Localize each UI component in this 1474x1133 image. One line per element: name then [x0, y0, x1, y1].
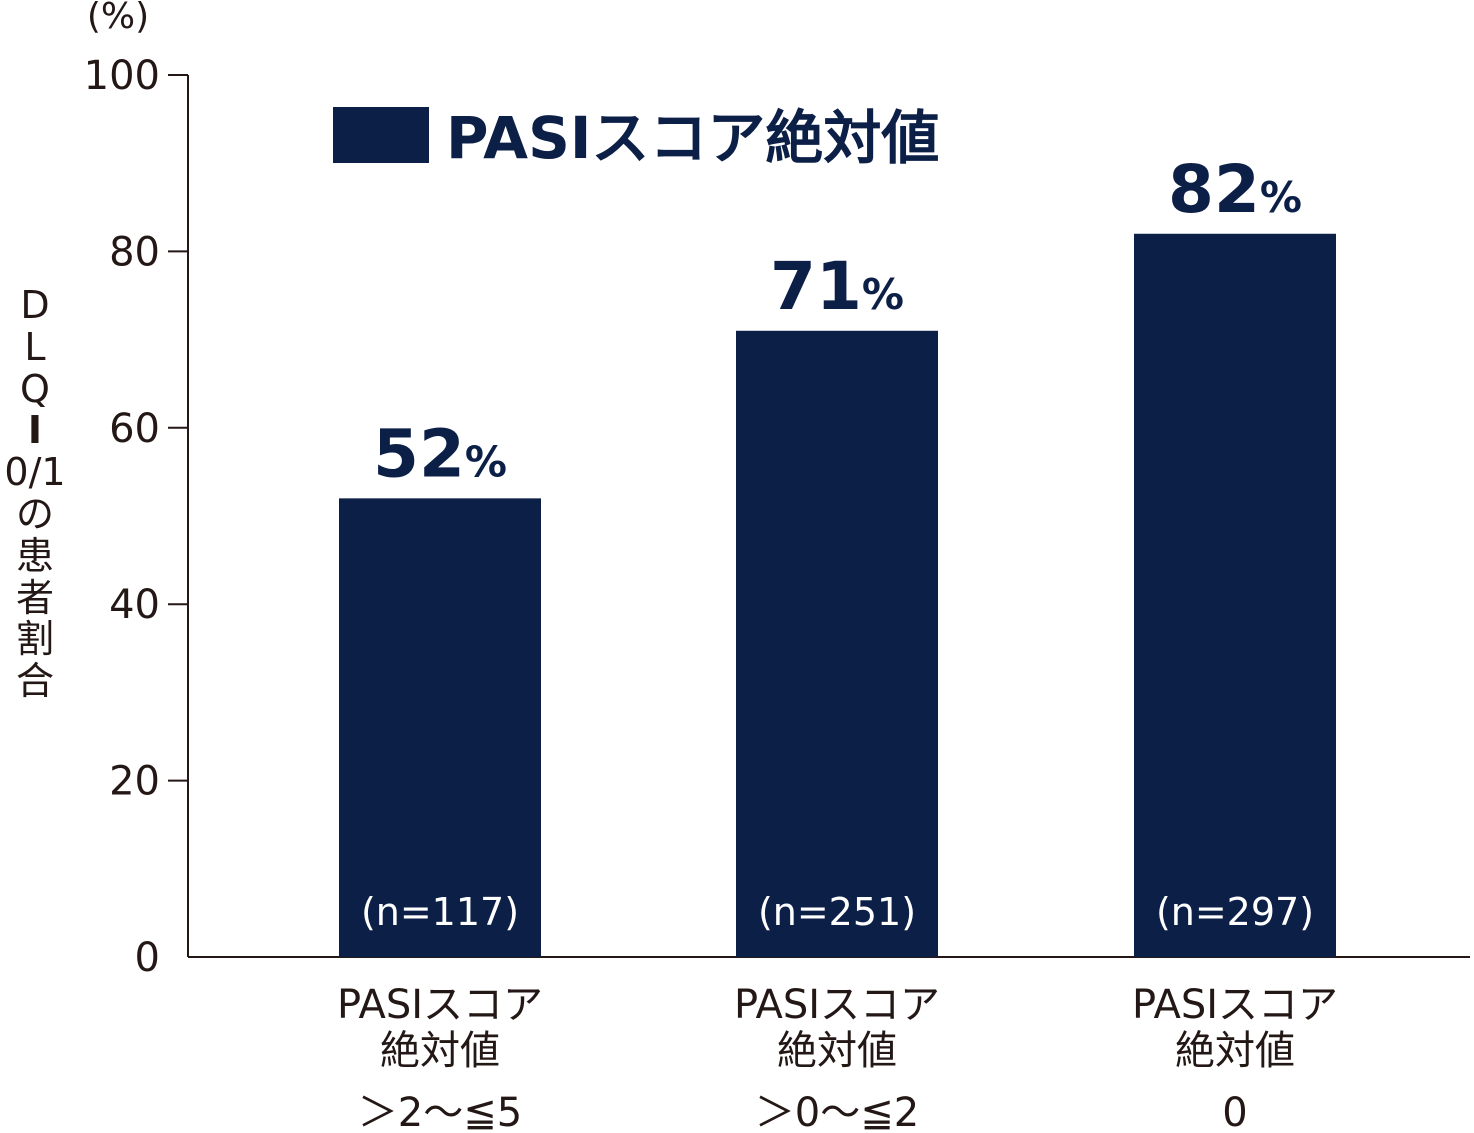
x-tick-label: PASIスコア: [1132, 982, 1338, 1028]
bar-n-label: (n=297): [1156, 890, 1314, 934]
bars: 52% (n=117) 71% (n=251) 82% (n=297): [339, 151, 1336, 957]
bar-value-label: 71%: [770, 248, 904, 325]
y-axis-title-char: 合: [15, 659, 54, 704]
y-tick-label: 80: [109, 229, 160, 275]
legend: PASIスコア絶対値: [333, 104, 939, 172]
y-axis-title-char: 患: [15, 533, 54, 578]
y-axis-title-char: 者: [15, 575, 54, 620]
y-axis: 0 20 40 60 80 100: [84, 53, 189, 981]
y-axis-title-char: D: [20, 283, 50, 327]
bar-value-label: 82%: [1168, 151, 1302, 228]
y-tick-label: 20: [109, 759, 160, 805]
bar: [339, 498, 541, 957]
legend-swatch: [333, 107, 429, 163]
y-axis-title: D L Q I 0/1 の患者割合: [2, 283, 68, 704]
x-tick-label: 絶対値: [1175, 1028, 1295, 1074]
y-axis-title-char: 割: [15, 617, 54, 662]
bar-n-label: (n=251): [758, 890, 916, 934]
x-tick-label: ＞0～≦2: [755, 1090, 919, 1133]
x-axis: PASIスコア絶対値＞2～≦5PASIスコア絶対値＞0～≦2PASIスコア絶対値…: [188, 956, 1470, 1133]
y-unit-label: (%): [87, 0, 149, 37]
x-tick-label: 0: [1222, 1090, 1247, 1133]
y-axis-title-char: の: [15, 491, 54, 536]
y-axis-title-char: 0/1: [4, 450, 66, 495]
x-tick-label: PASIスコア: [734, 982, 940, 1028]
y-tick-label: 40: [109, 582, 160, 628]
y-tick-label: 60: [109, 406, 160, 452]
x-tick-label: 絶対値: [380, 1028, 500, 1074]
x-tick-label: 絶対値: [777, 1028, 897, 1074]
bar: [1134, 233, 1336, 957]
y-axis-title-char: L: [24, 324, 46, 369]
y-axis-title-char: I: [27, 408, 43, 453]
legend-label: PASIスコア絶対値: [446, 104, 939, 172]
x-tick-label: ＞2～≦5: [358, 1090, 522, 1133]
y-tick-label: 100: [84, 53, 160, 99]
x-tick-label: PASIスコア: [337, 982, 543, 1028]
y-tick-label: 0: [135, 935, 160, 981]
y-axis-title-char: Q: [20, 366, 50, 411]
bar: [736, 330, 938, 957]
bar-n-label: (n=117): [361, 890, 519, 934]
bar-value-label: 52%: [373, 415, 507, 492]
